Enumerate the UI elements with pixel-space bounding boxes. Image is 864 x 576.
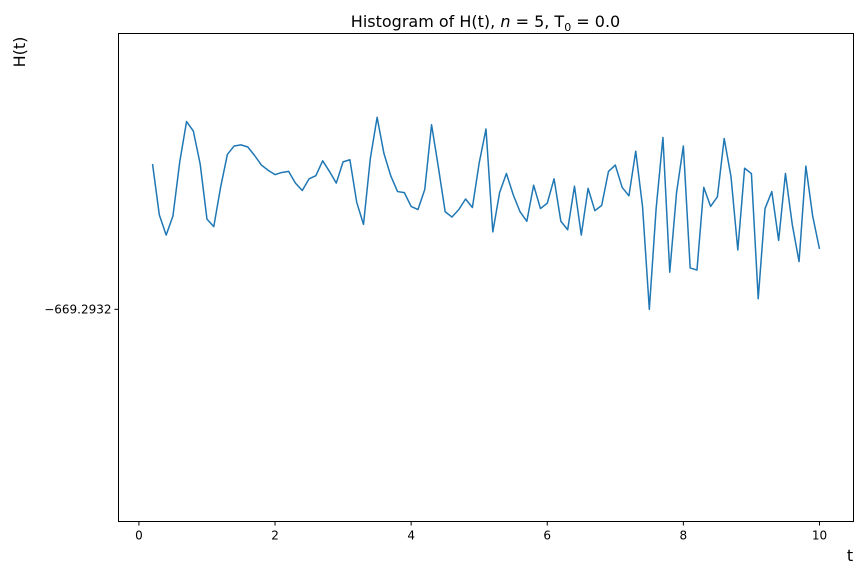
chart-title-subscript: 0 [564,21,571,34]
chart-title-prefix: Histogram of H(t), [351,12,501,31]
x-tick-label: 8 [680,529,688,543]
chart-title-suffix: = 0.0 [571,12,620,31]
y-tick-label: −669.2932 [44,302,111,316]
series-group [151,116,821,311]
series-line [151,116,821,311]
y-axis-label: H(t) [10,37,29,68]
x-tick-label: 10 [812,529,827,543]
chart-title: Histogram of H(t), n = 5, T0 = 0.0 [351,12,620,34]
axis-ticks: 0 2 4 6 8 10 −669.2932 [44,302,827,542]
x-tick-label: 4 [407,529,415,543]
x-tick-label: 6 [543,529,551,543]
x-tick-label: 0 [135,529,143,543]
chart-title-middle: = 5, T [510,12,564,31]
x-axis-label: t [847,546,853,565]
plot-frame [118,33,854,522]
x-tick-label: 2 [271,529,279,543]
chart-title-italic-var: n [500,12,510,31]
